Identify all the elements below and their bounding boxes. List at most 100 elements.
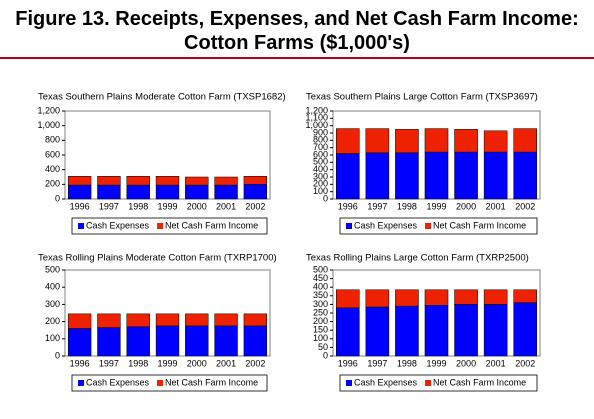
chart-title: Texas Southern Plains Large Cotton Farm …	[306, 92, 538, 103]
legend-swatch	[346, 223, 352, 229]
bar-segment	[126, 176, 150, 186]
x-tick-label: 2002	[515, 358, 535, 368]
bar-segment	[336, 153, 360, 200]
y-tick-label: 200	[45, 316, 60, 326]
bar-segment	[483, 289, 508, 305]
bar-segment	[67, 184, 92, 200]
y-tick-label: 200	[313, 179, 328, 189]
x-tick-label: 1996	[70, 358, 90, 368]
bar-segment	[214, 313, 238, 327]
y-tick-label: 250	[313, 307, 328, 317]
bar-segment	[483, 304, 508, 357]
bar-segment	[243, 176, 268, 185]
y-tick-label: 1,000	[37, 120, 60, 130]
legend-box	[71, 374, 268, 392]
bar-segment	[214, 176, 238, 186]
bar-segment	[243, 325, 268, 357]
legend-swatch	[157, 223, 164, 229]
legend-label: Net Cash Farm Income	[433, 377, 526, 387]
chart-title: Texas Rolling Plains Large Cotton Farm (…	[306, 253, 529, 264]
x-tick-label: 1998	[397, 201, 417, 211]
y-tick-label: 350	[313, 290, 328, 300]
bar-segment	[513, 289, 537, 303]
figure-title: Figure 13. Receipts, Expenses, and Net C…	[15, 8, 579, 54]
chart-title: Texas Rolling Plains Moderate Cotton Far…	[38, 253, 277, 264]
legend-swatch	[425, 380, 432, 386]
bar-segment	[155, 184, 180, 200]
y-tick-label: 100	[45, 333, 60, 343]
bar-segment	[97, 176, 121, 186]
x-tick-label: 2000	[456, 201, 476, 211]
bar-segment	[483, 130, 508, 153]
chart-title: Texas Southern Plains Moderate Cotton Fa…	[38, 92, 286, 103]
x-tick-label: 1996	[70, 201, 90, 211]
bar-segment	[214, 184, 238, 200]
bar-segment	[454, 129, 478, 153]
y-tick-label: 1,100	[305, 113, 328, 123]
bar-segment	[336, 307, 360, 357]
bar-segment	[336, 289, 360, 309]
legend-swatch	[346, 380, 352, 386]
x-tick-label: 2001	[486, 358, 506, 368]
bar-segment	[395, 289, 419, 307]
bar-segment	[454, 289, 478, 305]
x-tick-label: 2001	[216, 358, 236, 368]
x-tick-label: 2000	[187, 201, 207, 211]
bar-segment	[424, 289, 449, 306]
y-tick-label: 0	[323, 193, 328, 203]
legend-box	[339, 374, 538, 392]
y-tick-label: 700	[313, 142, 328, 152]
x-tick-label: 1997	[99, 358, 119, 368]
bar-segment	[185, 325, 209, 357]
x-tick-label: 1999	[426, 358, 446, 368]
bar-segment	[395, 129, 419, 154]
bar-segment	[483, 151, 508, 200]
legend-label: Net Cash Farm Income	[433, 220, 526, 230]
legend-swatch	[78, 223, 84, 229]
x-tick-label: 1999	[426, 201, 446, 211]
y-tick-label: 400	[45, 282, 60, 292]
x-tick-label: 1999	[157, 358, 177, 368]
y-tick-label: 800	[313, 135, 328, 145]
y-tick-label: 400	[45, 164, 60, 174]
y-tick-label: 300	[313, 171, 328, 181]
bar-segment	[67, 328, 92, 357]
bar-segment	[395, 152, 419, 200]
bar-segment	[126, 326, 150, 357]
y-tick-label: 500	[313, 157, 328, 167]
x-tick-label: 2002	[245, 201, 265, 211]
bar-segment	[513, 151, 537, 200]
bar-segment	[97, 184, 121, 200]
legend-label: Cash Expenses	[354, 220, 418, 230]
legend-label: Cash Expenses	[86, 220, 150, 230]
bar-segment	[97, 327, 121, 357]
y-tick-label: 50	[318, 342, 328, 352]
x-tick-label: 2000	[187, 358, 207, 368]
x-tick-label: 1998	[128, 201, 148, 211]
y-tick-label: 300	[45, 299, 60, 309]
legend-swatch	[78, 380, 84, 386]
y-tick-label: 900	[313, 127, 328, 137]
bar-segment	[243, 184, 268, 200]
y-tick-label: 0	[55, 193, 60, 203]
bar-segment	[424, 128, 449, 153]
y-tick-label: 800	[45, 135, 60, 145]
legend-label: Cash Expenses	[354, 377, 418, 387]
legend-label: Net Cash Farm Income	[165, 220, 258, 230]
y-tick-label: 600	[313, 149, 328, 159]
y-tick-label: 200	[45, 179, 60, 189]
title-rule	[0, 57, 594, 59]
x-tick-label: 2000	[456, 358, 476, 368]
x-tick-label: 1996	[338, 201, 358, 211]
x-tick-label: 1998	[397, 358, 417, 368]
bar-segment	[126, 313, 150, 328]
y-tick-label: 100	[313, 333, 328, 343]
bar-segment	[155, 176, 180, 186]
x-tick-label: 2002	[245, 358, 265, 368]
bar-segment	[214, 325, 238, 357]
legend-box	[71, 217, 268, 235]
bar-segment	[185, 176, 209, 186]
y-tick-label: 500	[313, 264, 328, 274]
bar-segment	[365, 289, 390, 308]
